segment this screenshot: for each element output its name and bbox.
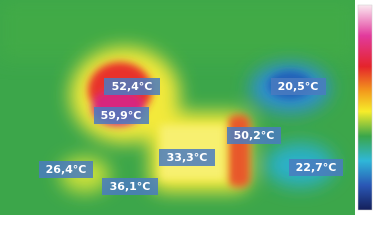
temp-label: 52,4°C (104, 78, 160, 95)
page: {"labels": [ {"text": "52,4°C"}, {"text"… (0, 0, 378, 250)
temp-text: 50,2°C (234, 129, 275, 142)
temp-text: 52,4°C (112, 80, 153, 93)
temp-label: 26,4°C (39, 161, 93, 178)
temp-text: 20,5°C (278, 80, 319, 93)
temp-text: 26,4°C (46, 163, 87, 176)
color-scale (358, 5, 372, 210)
temp-text: 36,1°C (110, 180, 151, 193)
thermal-image: 52,4°C 59,9°C 20,5°C 50,2°C 26,4°C 33,3°… (0, 0, 378, 250)
temp-label: 59,9°C (94, 107, 149, 124)
temp-text: 59,9°C (101, 109, 142, 122)
temp-label: 36,1°C (102, 178, 158, 195)
temp-label: 33,3°C (159, 149, 215, 166)
temp-label: 20,5°C (271, 78, 326, 95)
heat-map (0, 0, 355, 215)
temp-text: 22,7°C (296, 161, 337, 174)
temp-text: 33,3°C (167, 151, 208, 164)
temp-label: 22,7°C (289, 159, 343, 176)
temp-label: 50,2°C (227, 127, 281, 144)
